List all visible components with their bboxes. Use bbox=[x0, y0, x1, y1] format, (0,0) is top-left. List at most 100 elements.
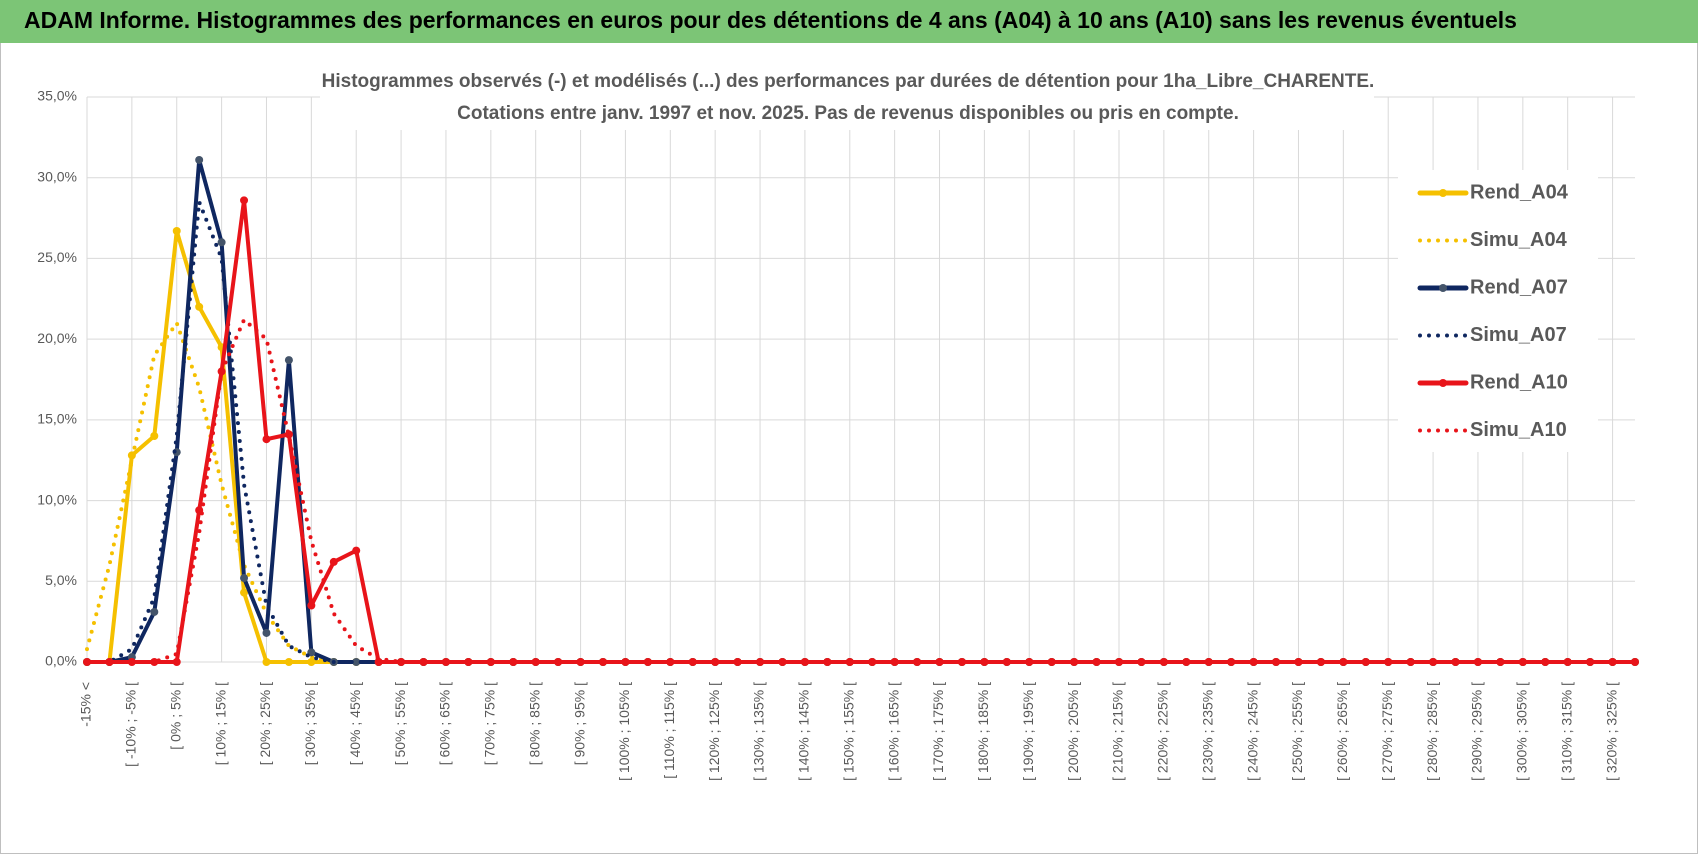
plot bbox=[83, 155, 1639, 666]
point bbox=[195, 155, 204, 164]
x-tick-label: [ 170% ; 175% [ bbox=[930, 682, 946, 781]
x-tick-label: [ 130% ; 135% [ bbox=[751, 682, 767, 781]
x-tick-label: [ 140% ; 145% [ bbox=[796, 682, 812, 781]
point bbox=[935, 658, 944, 666]
legend-label: Rend_A07 bbox=[1470, 276, 1568, 298]
banner bbox=[0, 0, 1698, 43]
point bbox=[666, 658, 675, 666]
x-tick-label: [ 40% ; 45% [ bbox=[347, 682, 363, 765]
point bbox=[531, 658, 540, 666]
point bbox=[262, 435, 271, 444]
x-tick-label: [ 100% ; 105% [ bbox=[616, 682, 632, 781]
y-tick-label: 25,0% bbox=[37, 249, 77, 265]
legend-background bbox=[1398, 170, 1598, 452]
point bbox=[1159, 658, 1168, 666]
point bbox=[1339, 658, 1348, 666]
point bbox=[172, 226, 181, 235]
point bbox=[1249, 658, 1258, 666]
point bbox=[150, 658, 159, 666]
x-tick-label: [ 60% ; 65% [ bbox=[437, 682, 453, 765]
title-background bbox=[320, 66, 1374, 130]
point bbox=[1586, 658, 1595, 666]
banner-title: ADAM Informe. Histogrammes des performan… bbox=[24, 7, 1517, 33]
point bbox=[1518, 658, 1527, 666]
point bbox=[150, 432, 159, 440]
point bbox=[374, 658, 383, 666]
point bbox=[329, 557, 338, 566]
point bbox=[262, 658, 271, 666]
point bbox=[1294, 658, 1303, 666]
x-tick-label: [ 150% ; 155% [ bbox=[840, 682, 856, 781]
point bbox=[800, 658, 809, 666]
point bbox=[441, 658, 450, 666]
point bbox=[576, 658, 585, 666]
x-tick-label: [ 320% ; 325% [ bbox=[1603, 682, 1619, 781]
y-tick-label: 35,0% bbox=[37, 88, 77, 104]
chart-subtitle: Cotations entre janv. 1997 et nov. 2025.… bbox=[457, 103, 1239, 124]
point bbox=[240, 574, 249, 583]
point bbox=[845, 658, 854, 666]
x-tick-label: [ 180% ; 185% [ bbox=[975, 682, 991, 781]
y-tick-label: 10,0% bbox=[37, 491, 77, 507]
y-tick-label: 5,0% bbox=[45, 572, 77, 588]
point bbox=[284, 356, 293, 365]
x-tick-label: [ 160% ; 165% [ bbox=[885, 682, 901, 781]
legend-marker bbox=[1439, 284, 1447, 292]
point bbox=[1608, 658, 1617, 666]
x-tick-label: [ 90% ; 95% [ bbox=[571, 682, 587, 765]
point bbox=[1473, 658, 1482, 666]
point bbox=[890, 658, 899, 666]
y-tick-label: 30,0% bbox=[37, 168, 77, 184]
x-tick-label: [ 200% ; 205% [ bbox=[1065, 682, 1081, 781]
y-tick-label: 0,0% bbox=[45, 653, 77, 669]
x-tick-label: [ 290% ; 295% [ bbox=[1469, 682, 1485, 781]
point bbox=[1563, 658, 1572, 666]
x-tick-label: [ 50% ; 55% [ bbox=[392, 682, 408, 765]
point bbox=[307, 658, 316, 666]
x-tick-label: [ 250% ; 255% [ bbox=[1289, 682, 1305, 781]
y-tick-label: 15,0% bbox=[37, 411, 77, 427]
x-tick-label: [ 120% ; 125% [ bbox=[706, 682, 722, 781]
x-tick-label: [ 280% ; 285% [ bbox=[1424, 682, 1440, 781]
point bbox=[756, 658, 765, 666]
point bbox=[240, 196, 249, 205]
point bbox=[397, 658, 406, 666]
x-tick-label: [ 30% ; 35% [ bbox=[302, 682, 318, 765]
x-tick-label: -15% < bbox=[78, 682, 94, 727]
x-tick-label: [ 260% ; 265% [ bbox=[1334, 682, 1350, 781]
point bbox=[172, 658, 181, 666]
point bbox=[980, 658, 989, 666]
y-tick-label: 20,0% bbox=[37, 330, 77, 346]
x-tick-label: [ -10% ; -5% [ bbox=[123, 682, 139, 767]
x-tick-label: [ 270% ; 275% [ bbox=[1379, 682, 1395, 781]
x-tick-label: [ 230% ; 235% [ bbox=[1199, 682, 1215, 781]
point bbox=[217, 238, 226, 247]
x-tick-label: [ 20% ; 25% [ bbox=[257, 682, 273, 765]
point bbox=[1429, 658, 1438, 666]
legend-label: Simu_A04 bbox=[1470, 229, 1568, 251]
point bbox=[1115, 658, 1123, 666]
point bbox=[486, 658, 495, 666]
x-tick-label: [ 10% ; 15% [ bbox=[212, 682, 228, 765]
point bbox=[1204, 658, 1213, 666]
x-tick-label: [ 70% ; 75% [ bbox=[482, 682, 498, 765]
point bbox=[307, 601, 316, 610]
series-line bbox=[85, 317, 1637, 664]
point bbox=[352, 658, 361, 666]
point bbox=[262, 628, 271, 637]
legend: Rend_A04 Simu_A04 Rend_A07 Simu_A07 Rend_A10… bbox=[1417, 181, 1569, 441]
x-tick-label: [ 110% ; 115% [ bbox=[661, 682, 677, 779]
point bbox=[1384, 658, 1393, 666]
point bbox=[711, 658, 720, 666]
legend-label: Simu_A07 bbox=[1470, 324, 1567, 346]
point bbox=[621, 658, 630, 666]
x-tick-label: [ 80% ; 85% [ bbox=[526, 682, 542, 765]
x-tick-label: [ 190% ; 195% [ bbox=[1020, 682, 1036, 781]
point bbox=[1631, 658, 1639, 666]
point bbox=[1070, 658, 1079, 666]
legend-label: Rend_A10 bbox=[1470, 371, 1568, 393]
x-tick-label: [ 0% ; 5% [ bbox=[167, 682, 183, 750]
point bbox=[1025, 658, 1034, 666]
point bbox=[195, 302, 204, 311]
